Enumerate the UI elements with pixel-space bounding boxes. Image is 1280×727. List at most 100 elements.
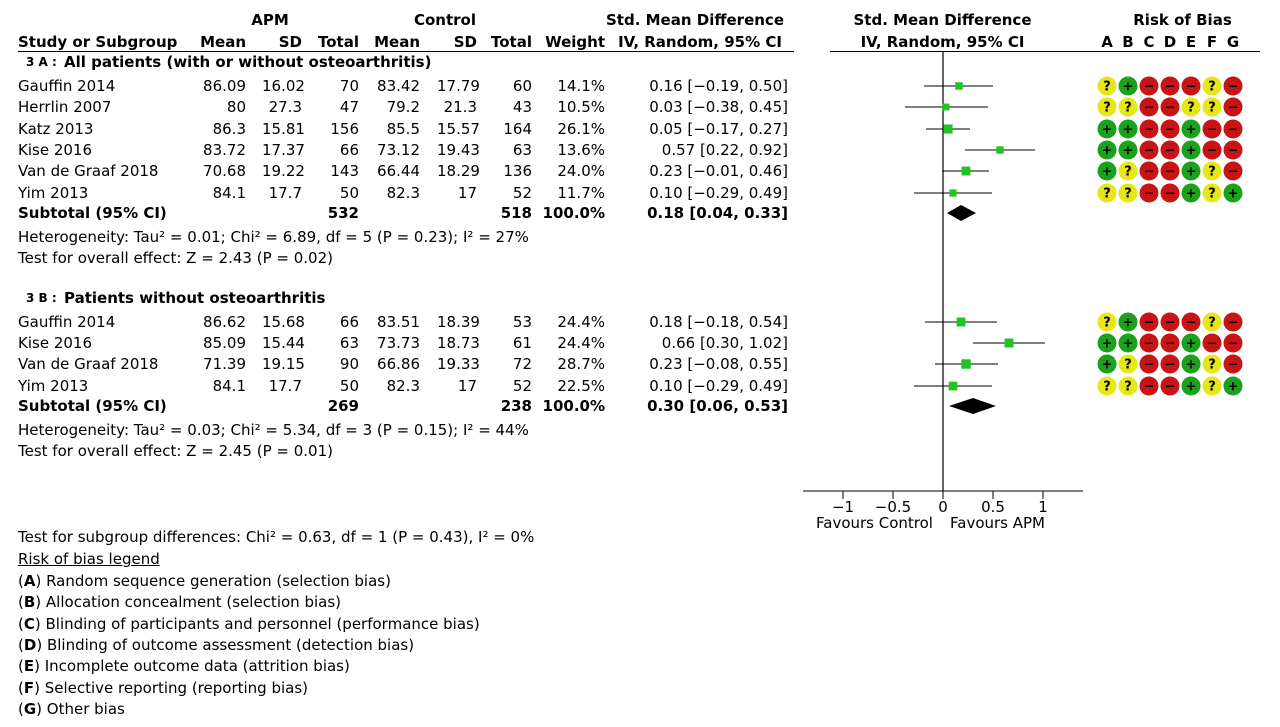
rob-symbol: − xyxy=(1144,380,1155,395)
rob-circle xyxy=(1097,183,1117,203)
overall-effect-a: Test for overall effect: Z = 2.43 (P = 0… xyxy=(18,249,333,267)
rob-circle xyxy=(1160,97,1180,117)
rob-letter-c: C xyxy=(1143,33,1155,51)
rob-symbol: − xyxy=(1207,123,1218,138)
cell-apm-sd: 19.22 xyxy=(262,162,305,180)
rob-circle xyxy=(1202,333,1222,353)
plot-title: Std. Mean Difference xyxy=(853,11,1032,29)
cell-ctl-mean: 66.86 xyxy=(377,355,420,373)
subgroup-b-prefix: 3 B : xyxy=(26,291,57,305)
rob-circle xyxy=(1202,161,1222,181)
cell-ctl-mean: 66.44 xyxy=(377,162,420,180)
rob-symbol: + xyxy=(1186,358,1197,373)
subtotal-label: Subtotal (95% CI) xyxy=(18,204,167,222)
rob-symbol: ? xyxy=(1124,380,1132,395)
rob-symbol: ? xyxy=(1208,316,1216,331)
rob-symbol: − xyxy=(1144,187,1155,202)
rob-circle xyxy=(1223,333,1243,353)
rob-circle xyxy=(1160,119,1180,139)
rob-symbol: − xyxy=(1144,123,1155,138)
rob-symbol: + xyxy=(1123,80,1134,95)
rob-symbol: − xyxy=(1228,123,1239,138)
rob-symbol: + xyxy=(1186,165,1197,180)
legend-text: Blinding of outcome assessment (detectio… xyxy=(46,635,415,654)
cell-weight: 11.7% xyxy=(557,184,605,202)
x-axis-tick-label: 1 xyxy=(1038,498,1048,516)
cell-ci: 0.05 [−0.17, 0.27] xyxy=(649,120,788,138)
rob-symbol: ? xyxy=(1208,358,1216,373)
effect-marker xyxy=(956,317,966,327)
rob-symbol: − xyxy=(1207,144,1218,159)
rob-symbol: − xyxy=(1228,358,1239,373)
rob-circle xyxy=(1139,376,1159,396)
cell-ctl-mean: 73.73 xyxy=(377,334,420,352)
cell-apm-mean: 84.1 xyxy=(212,184,246,202)
subtotal-ci: 0.18 [0.04, 0.33] xyxy=(647,204,788,222)
rob-circle xyxy=(1118,119,1138,139)
legend-item: (G) Other bias xyxy=(18,699,125,718)
x-axis-tick-label: −0.5 xyxy=(875,498,911,516)
cell-ctl-sd: 17 xyxy=(457,184,477,202)
rob-circle xyxy=(1202,183,1222,203)
study-name: Kise 2016 xyxy=(18,334,92,352)
cell-ctl-sd: 15.57 xyxy=(437,120,480,138)
rob-circle xyxy=(1160,183,1180,203)
cell-ctl-sd: 17 xyxy=(457,377,477,395)
cell-apm-total: 50 xyxy=(339,184,359,202)
col-apm-total-header: Total xyxy=(318,33,359,51)
pooled-diamond xyxy=(949,398,996,414)
rob-symbol: ? xyxy=(1208,187,1216,202)
cell-ctl-mean: 82.3 xyxy=(386,184,420,202)
study-name: Van de Graaf 2018 xyxy=(18,355,159,373)
subtotal-ci: 0.30 [0.06, 0.53] xyxy=(647,397,788,415)
rob-symbol: ? xyxy=(1103,316,1111,331)
rob-symbol: ? xyxy=(1103,380,1111,395)
rob-circle xyxy=(1223,76,1243,96)
rob-circle xyxy=(1139,119,1159,139)
legend-text: Blinding of participants and personnel (… xyxy=(45,614,480,633)
rob-circle xyxy=(1118,333,1138,353)
effect-marker xyxy=(943,124,953,134)
cell-ctl-total: 136 xyxy=(503,162,532,180)
cell-weight: 26.1% xyxy=(557,120,605,138)
rob-symbol: ? xyxy=(1124,101,1132,116)
cell-ctl-total: 53 xyxy=(512,313,532,331)
rob-circle xyxy=(1160,376,1180,396)
rob-symbol: − xyxy=(1144,337,1155,352)
cell-ctl-total: 60 xyxy=(512,77,532,95)
cell-ci: 0.57 [0.22, 0.92] xyxy=(661,141,788,159)
legend-item: (A) Random sequence generation (selectio… xyxy=(18,572,391,590)
cell-ci: 0.23 [−0.08, 0.55] xyxy=(649,355,788,373)
rob-symbol: − xyxy=(1228,316,1239,331)
heterogeneity-a: Heterogeneity: Tau² = 0.01; Chi² = 6.89,… xyxy=(18,228,529,246)
forest-plot: −1 −0.5 0 0.5 1 xyxy=(803,52,1083,516)
col-ctl-total-header: Total xyxy=(491,33,532,51)
rob-symbol: ? xyxy=(1208,80,1216,95)
smd-column-title: Std. Mean Difference xyxy=(606,11,784,29)
study-name: Kise 2016 xyxy=(18,141,92,159)
cell-apm-sd: 15.81 xyxy=(262,120,305,138)
rob-symbol: − xyxy=(1228,144,1239,159)
subtotal-ctl-total: 238 xyxy=(500,397,532,415)
rob-circle xyxy=(1181,376,1201,396)
rob-circle xyxy=(1181,161,1201,181)
cell-apm-sd: 17.7 xyxy=(268,184,302,202)
rob-circle xyxy=(1223,161,1243,181)
favours-control-label: Favours Control xyxy=(816,514,933,532)
rob-symbol: ? xyxy=(1103,187,1111,202)
rob-symbol: − xyxy=(1165,187,1176,202)
spacer xyxy=(18,51,19,52)
rob-circle xyxy=(1139,354,1159,374)
rob-circle xyxy=(1181,354,1201,374)
legend-letter: A xyxy=(23,572,36,590)
rob-symbol: + xyxy=(1186,337,1197,352)
rob-circle xyxy=(1139,183,1159,203)
rob-symbol: − xyxy=(1228,101,1239,116)
study-name: Yim 2013 xyxy=(18,184,89,202)
cell-weight: 13.6% xyxy=(557,141,605,159)
cell-ctl-sd: 21.3 xyxy=(443,98,477,116)
effect-marker xyxy=(942,103,950,111)
col-apm-mean-header: Mean xyxy=(200,33,246,51)
rob-symbol: + xyxy=(1102,144,1113,159)
rob-circle xyxy=(1139,140,1159,160)
